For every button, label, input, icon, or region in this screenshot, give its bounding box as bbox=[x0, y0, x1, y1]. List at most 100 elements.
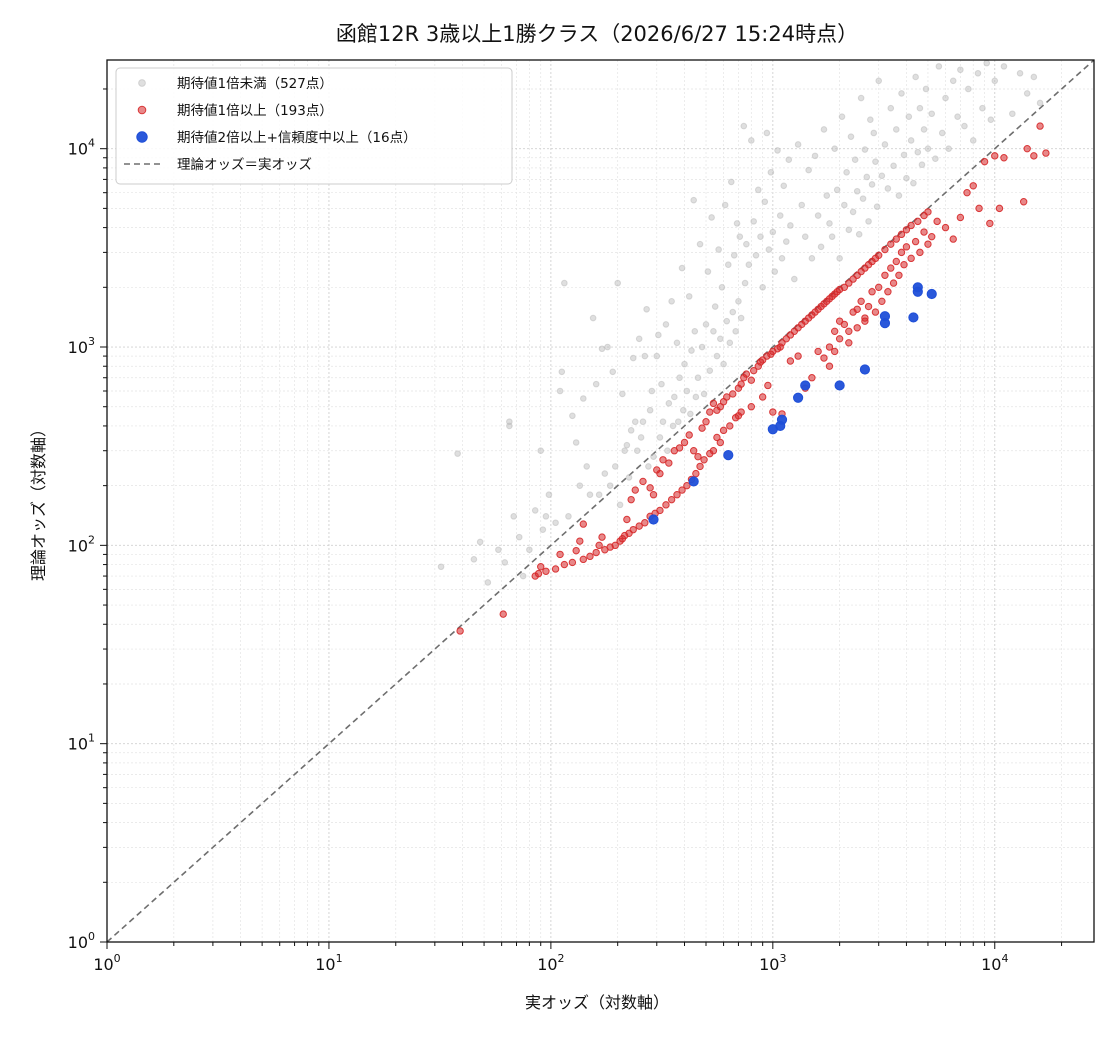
point-ev-below-1 bbox=[631, 418, 639, 426]
point-ev-below-1 bbox=[653, 352, 661, 360]
point-ev-below-1 bbox=[691, 328, 699, 335]
point-ev-below-1 bbox=[887, 104, 895, 112]
point-ev-above-1 bbox=[769, 408, 777, 416]
point-ev-below-1 bbox=[558, 368, 566, 376]
point-ev-below-1 bbox=[616, 501, 624, 509]
point-ev-above-1 bbox=[845, 327, 853, 336]
point-ev-above-1 bbox=[696, 462, 704, 471]
point-ev-above-1 bbox=[551, 565, 560, 573]
series-3 bbox=[648, 282, 937, 525]
point-ev-above-1 bbox=[758, 393, 767, 401]
point-ev-below-1 bbox=[531, 507, 539, 514]
point-ev-below-1 bbox=[873, 203, 881, 210]
point-ev-below-1 bbox=[1000, 63, 1008, 70]
grid-lines bbox=[106, 60, 1094, 943]
point-ev-below-1 bbox=[702, 321, 710, 328]
chart-title: 函館12R 3歳以上1勝クラス（2026/6/27 15:24時点） bbox=[336, 22, 858, 46]
point-ev-below-1 bbox=[1023, 90, 1031, 97]
point-ev-below-1 bbox=[969, 137, 977, 144]
point-ev-above-1 bbox=[675, 444, 684, 452]
point-ev-above-1 bbox=[830, 327, 839, 336]
point-ev-above-1 bbox=[814, 347, 822, 356]
point-ev-above-1 bbox=[900, 261, 908, 269]
point-ev-above-1 bbox=[683, 481, 691, 490]
point-ev-above-1 bbox=[646, 484, 654, 492]
legend-label: 期待値1倍未満（527点） bbox=[177, 76, 333, 92]
point-ev-above-2 bbox=[834, 380, 845, 391]
point-ev-below-1 bbox=[679, 406, 687, 414]
point-ev-below-1 bbox=[737, 314, 745, 322]
point-ev-below-1 bbox=[565, 513, 572, 520]
point-ev-below-1 bbox=[1009, 110, 1016, 118]
point-ev-below-1 bbox=[723, 317, 731, 325]
point-ev-above-1 bbox=[1036, 122, 1044, 130]
point-ev-below-1 bbox=[542, 513, 550, 520]
point-ev-below-1 bbox=[646, 406, 654, 414]
point-ev-below-1 bbox=[900, 151, 908, 159]
point-ev-above-2 bbox=[879, 311, 891, 322]
point-ev-above-1 bbox=[726, 422, 734, 430]
point-ev-below-1 bbox=[718, 284, 726, 291]
point-ev-below-1 bbox=[592, 380, 600, 388]
point-ev-above-2 bbox=[688, 476, 699, 487]
point-ev-below-1 bbox=[580, 395, 587, 402]
point-ev-below-1 bbox=[836, 255, 843, 262]
point-ev-below-1 bbox=[820, 126, 828, 133]
point-ev-above-1 bbox=[897, 248, 906, 257]
point-ev-below-1 bbox=[892, 126, 900, 133]
point-ev-below-1 bbox=[907, 137, 915, 144]
point-ev-below-1 bbox=[743, 240, 750, 248]
point-ev-below-1 bbox=[633, 447, 641, 455]
x-tick-label: 104 bbox=[981, 952, 1008, 974]
point-ev-above-2 bbox=[723, 450, 734, 461]
point-ev-below-1 bbox=[808, 255, 816, 262]
point-ev-above-1 bbox=[662, 501, 670, 509]
point-ev-below-1 bbox=[506, 422, 513, 430]
x-tick-label: 100 bbox=[93, 952, 120, 974]
point-ev-above-1 bbox=[1000, 154, 1008, 162]
point-ev-below-1 bbox=[692, 393, 700, 401]
point-ev-below-1 bbox=[721, 201, 729, 209]
point-ev-below-1 bbox=[778, 255, 786, 262]
point-ev-above-1 bbox=[749, 366, 758, 375]
point-ev-below-1 bbox=[665, 400, 673, 407]
point-ev-below-1 bbox=[895, 192, 903, 199]
point-ev-below-1 bbox=[664, 447, 671, 455]
point-ev-above-1 bbox=[949, 235, 957, 243]
point-ev-below-1 bbox=[537, 447, 545, 455]
point-ev-above-1 bbox=[861, 317, 869, 325]
point-ev-below-1 bbox=[828, 233, 836, 240]
data-points bbox=[437, 59, 1050, 635]
point-ev-below-1 bbox=[696, 240, 704, 248]
point-ev-below-1 bbox=[942, 94, 949, 102]
point-ev-below-1 bbox=[817, 243, 825, 251]
point-ev-below-1 bbox=[878, 172, 886, 180]
point-ev-above-1 bbox=[723, 393, 731, 401]
point-ev-below-1 bbox=[710, 328, 717, 335]
point-ev-below-1 bbox=[519, 572, 527, 580]
point-ev-above-1 bbox=[825, 362, 834, 370]
axis-tick-labels: 100 101 102 103 104 100 101 102 103 104 bbox=[68, 137, 1009, 974]
point-ev-above-1 bbox=[616, 537, 624, 545]
point-ev-above-2 bbox=[800, 380, 811, 391]
point-ev-above-1 bbox=[902, 226, 911, 234]
point-ev-below-1 bbox=[890, 162, 897, 170]
legend-box bbox=[115, 67, 513, 185]
point-ev-above-1 bbox=[713, 433, 721, 442]
point-ev-above-1 bbox=[673, 491, 681, 499]
point-ev-below-1 bbox=[987, 116, 995, 124]
point-ev-above-1 bbox=[969, 182, 977, 190]
point-ev-below-1 bbox=[688, 347, 695, 354]
point-ev-above-1 bbox=[659, 456, 667, 464]
point-ev-below-1 bbox=[656, 434, 664, 441]
point-ev-below-1 bbox=[678, 264, 686, 272]
point-ev-below-1 bbox=[635, 335, 643, 343]
point-ev-below-1 bbox=[945, 145, 952, 152]
point-ev-below-1 bbox=[769, 228, 777, 236]
point-ev-above-1 bbox=[719, 426, 728, 435]
legend-marker bbox=[138, 79, 146, 87]
point-ev-above-1 bbox=[716, 438, 725, 447]
point-ev-above-1 bbox=[579, 520, 588, 528]
point-ev-below-1 bbox=[853, 187, 861, 195]
